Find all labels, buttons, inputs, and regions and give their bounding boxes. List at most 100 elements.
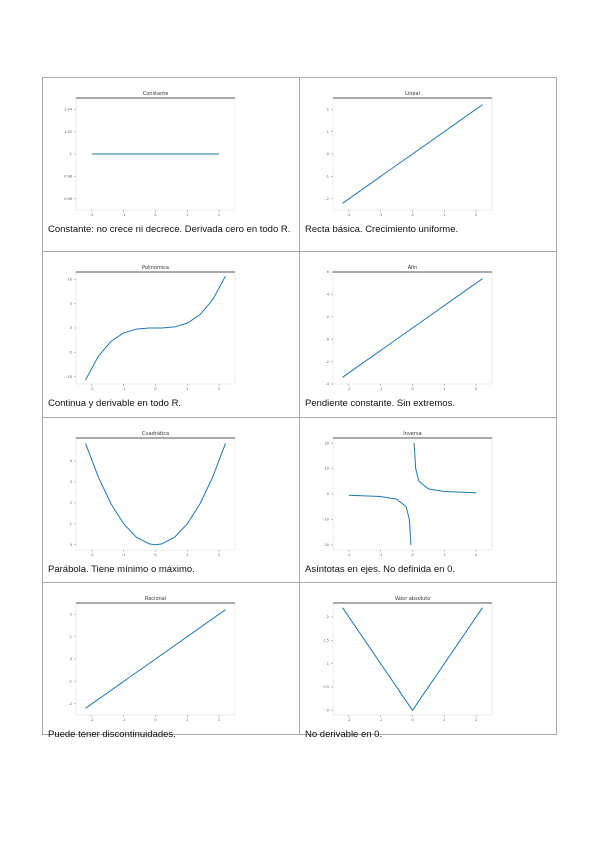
- y-tick-label: 6: [327, 270, 329, 274]
- x-tick-label: -1: [122, 718, 126, 722]
- x-tick-label: -2: [90, 553, 94, 557]
- y-tick-label: -1: [326, 175, 330, 179]
- y-tick-label: -5: [69, 351, 73, 355]
- x-tick-label: -1: [379, 553, 383, 557]
- y-tick-label: -2: [326, 197, 330, 201]
- plot-frame: [332, 437, 493, 551]
- caption: Recta básica. Crecimiento uniforme.: [305, 224, 459, 235]
- x-tick-label: -1: [122, 387, 126, 391]
- y-tick-label: 2: [70, 612, 72, 616]
- caption: Asíntotas en ejes. No definida en 0.: [305, 564, 455, 575]
- chart-title: Lineal: [405, 91, 420, 97]
- x-tick-label: 0: [411, 213, 413, 217]
- x-tick-label: 1: [186, 213, 188, 217]
- x-tick-label: 1: [443, 718, 445, 722]
- x-tick-label: 2: [218, 213, 220, 217]
- y-tick-label: -10: [66, 375, 72, 379]
- caption: Parábola. Tiene mínimo o máximo.: [48, 564, 195, 575]
- x-tick-label: 1: [443, 213, 445, 217]
- x-tick-label: 0: [154, 553, 156, 557]
- y-tick-label: -4: [326, 382, 330, 386]
- caption: Continua y derivable en todo R.: [48, 398, 182, 409]
- x-tick-label: -2: [347, 213, 351, 217]
- plot-frame: [75, 437, 236, 551]
- y-tick-label: 1.04: [64, 107, 73, 111]
- y-tick-label: 1: [70, 635, 72, 639]
- y-tick-label: -2: [69, 702, 73, 706]
- line-series: [413, 443, 477, 494]
- chart-title: Valor absoluto: [395, 596, 431, 602]
- x-tick-label: 0: [154, 718, 156, 722]
- x-tick-label: -1: [379, 387, 383, 391]
- x-tick-label: -2: [347, 553, 351, 557]
- y-tick-label: 2: [327, 315, 329, 319]
- x-tick-label: 2: [475, 718, 477, 722]
- y-tick-label: 2: [70, 501, 72, 505]
- chart-title: Racional: [145, 596, 166, 602]
- caption: Pendiente constante. Sin extremos.: [305, 398, 455, 409]
- x-tick-label: 1: [443, 387, 445, 391]
- y-tick-label: 0: [70, 326, 72, 330]
- y-tick-label: 1: [327, 130, 329, 134]
- y-tick-label: 10: [325, 467, 329, 471]
- x-tick-label: 2: [475, 553, 477, 557]
- line-series: [85, 275, 226, 381]
- y-tick-label: 4: [70, 459, 73, 463]
- y-tick-label: 10: [68, 278, 72, 282]
- x-tick-label: -1: [122, 553, 126, 557]
- x-tick-label: -2: [347, 387, 351, 391]
- x-tick-label: 0: [411, 387, 413, 391]
- x-tick-label: 1: [186, 387, 188, 391]
- line-series: [342, 278, 483, 378]
- y-tick-label: 1: [70, 152, 72, 156]
- plot-frame: [332, 602, 493, 716]
- chart-title: Afín: [408, 264, 418, 271]
- y-tick-label: 4: [327, 293, 330, 297]
- caption: Constante: no crece ni decrece. Derivada…: [48, 224, 291, 235]
- x-tick-label: 1: [186, 553, 188, 557]
- caption: No derivable en 0.: [305, 729, 383, 740]
- x-tick-label: 2: [475, 213, 477, 217]
- chart-title: Inversa: [403, 431, 421, 437]
- line-series: [85, 443, 226, 546]
- y-tick-label: 1: [327, 662, 329, 666]
- y-tick-label: 0: [327, 492, 329, 496]
- x-tick-label: 1: [443, 553, 445, 557]
- y-tick-label: 20: [325, 441, 329, 445]
- chart-title: Cuadrática: [142, 430, 169, 437]
- x-tick-label: 0: [411, 553, 413, 557]
- x-tick-label: 2: [218, 387, 220, 391]
- x-tick-label: 0: [154, 387, 156, 391]
- x-tick-label: -1: [379, 213, 383, 217]
- x-tick-label: -2: [90, 387, 94, 391]
- y-tick-label: -20: [323, 543, 329, 547]
- line-series: [342, 607, 483, 712]
- x-tick-label: 0: [411, 718, 413, 722]
- x-tick-label: 2: [475, 387, 477, 391]
- x-tick-label: 0: [154, 213, 156, 217]
- y-tick-label: 1.5: [323, 639, 329, 643]
- y-tick-label: 2: [327, 615, 329, 619]
- x-tick-label: -2: [347, 718, 351, 722]
- y-tick-label: -1: [69, 680, 73, 684]
- x-tick-label: 2: [218, 718, 220, 722]
- y-tick-label: 0: [327, 152, 329, 156]
- y-tick-label: -2: [326, 360, 330, 364]
- y-tick-label: 2: [327, 107, 329, 111]
- line-series: [85, 609, 226, 709]
- y-tick-label: 0.5: [323, 685, 329, 689]
- y-tick-label: 5: [70, 302, 72, 306]
- y-tick-label: 0: [327, 709, 329, 713]
- chart-title: Polinómica: [142, 264, 169, 271]
- caption: Puede tener discontinuidades.: [48, 729, 176, 740]
- y-tick-label: 0: [70, 543, 72, 547]
- x-tick-label: -2: [90, 213, 94, 217]
- line-series: [342, 104, 483, 204]
- x-tick-label: 1: [186, 718, 188, 722]
- y-tick-label: 1: [70, 522, 72, 526]
- y-tick-label: 0.98: [64, 175, 72, 179]
- x-tick-label: -1: [379, 718, 383, 722]
- chart-title: Constante: [143, 91, 169, 97]
